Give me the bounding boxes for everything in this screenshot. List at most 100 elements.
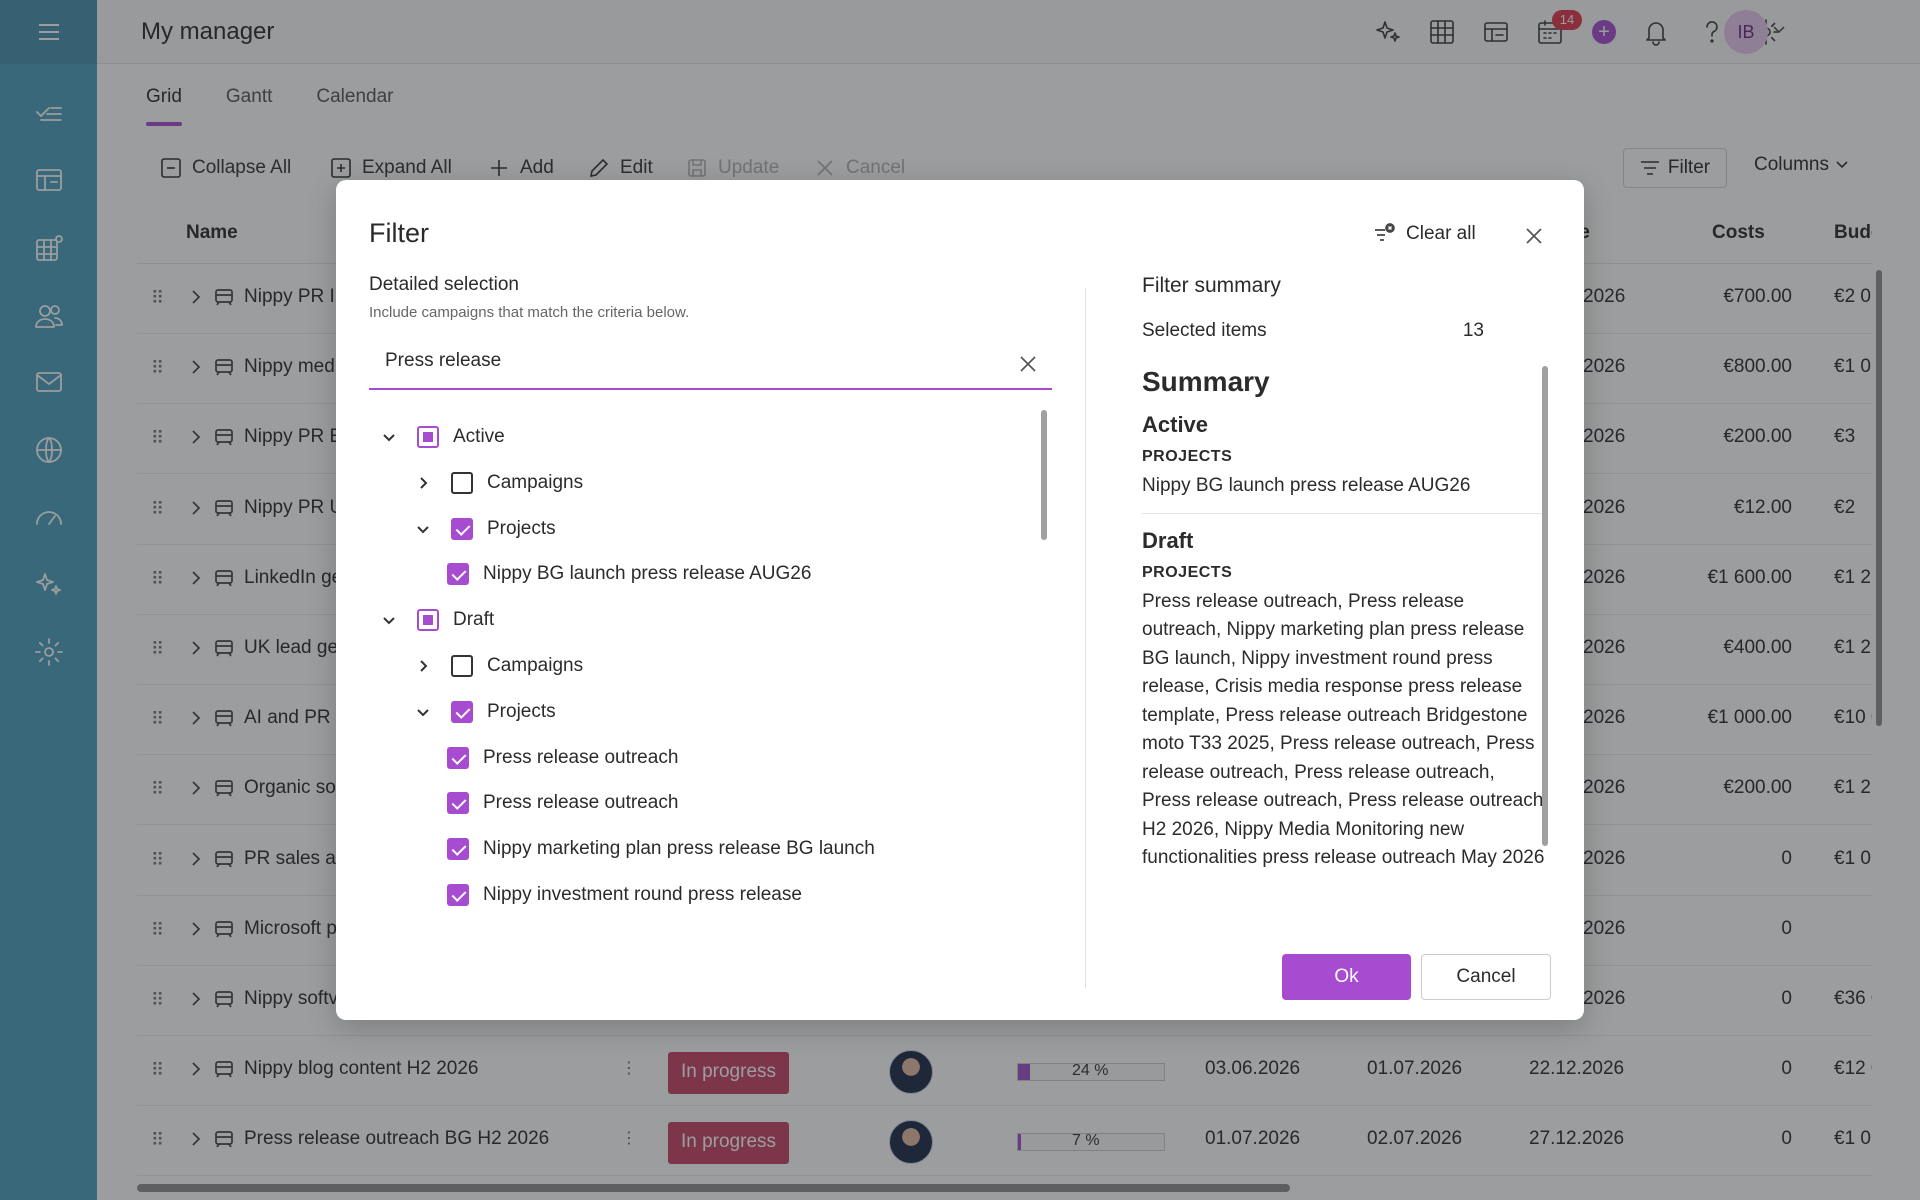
tree-node[interactable]: Nippy BG launch press release AUG26 (447, 558, 811, 590)
drag-handle-icon[interactable]: ⠿ (151, 709, 164, 730)
chevron-right-icon[interactable] (185, 1058, 207, 1086)
drag-handle-icon[interactable]: ⠿ (151, 639, 164, 659)
drag-handle-icon[interactable]: ⠿ (151, 428, 164, 449)
tree-node[interactable]: Campaigns (415, 650, 583, 682)
row-name[interactable]: AI and PR t (244, 707, 342, 729)
row-name[interactable]: Nippy med (244, 356, 335, 378)
filter-search-input[interactable] (385, 350, 985, 372)
notifications-button[interactable] (1640, 16, 1672, 48)
tree-node[interactable]: Press release outreach (447, 742, 678, 774)
chevron-right-icon[interactable] (185, 426, 207, 454)
sidebar-item-ai[interactable] (0, 558, 97, 610)
tab-gantt[interactable]: Gantt (225, 86, 273, 107)
drag-handle-icon[interactable]: ⠿ (151, 498, 164, 519)
add-button[interactable]: Add (488, 152, 554, 184)
row-menu-icon[interactable]: ⋮ (621, 1060, 637, 1078)
tree-checkbox[interactable] (451, 471, 473, 494)
sidebar-item-globe[interactable] (0, 424, 97, 476)
calendar-button[interactable] (1534, 16, 1566, 48)
chevron-down-icon[interactable] (381, 612, 397, 628)
chevron-down-icon[interactable] (415, 704, 431, 720)
tree-checkbox[interactable] (417, 609, 439, 632)
tree-scrollbar[interactable] (1041, 410, 1047, 540)
tree-checkbox[interactable] (451, 517, 473, 540)
grid-horizontal-scrollbar[interactable] (137, 1184, 1290, 1192)
drag-handle-icon[interactable]: ⠿ (151, 1060, 164, 1081)
dialog-close-button[interactable] (1520, 222, 1548, 250)
collapse-all-button[interactable]: Collapse All (160, 152, 291, 184)
columns-dropdown[interactable]: Columns (1754, 154, 1849, 176)
grid-vertical-scrollbar[interactable] (1876, 270, 1882, 726)
column-header-costs[interactable]: Costs (1712, 222, 1765, 243)
chevron-right-icon[interactable] (185, 637, 207, 665)
row-name[interactable]: Nippy PR E (244, 426, 343, 448)
summary-scrollbar[interactable] (1542, 366, 1548, 846)
chevron-right-icon[interactable] (185, 1128, 207, 1156)
sidebar-item-portfolio[interactable] (0, 222, 97, 274)
drag-handle-icon[interactable]: ⠿ (151, 358, 164, 379)
drag-handle-icon[interactable]: ⠿ (151, 919, 164, 940)
ai-assistant-button[interactable] (1372, 16, 1404, 48)
drag-handle-icon[interactable]: ⠿ (151, 849, 164, 870)
chevron-right-icon[interactable] (185, 567, 207, 595)
tree-node[interactable]: Nippy investment round press release (447, 879, 802, 911)
chevron-right-icon[interactable] (185, 918, 207, 946)
sidebar-item-mail[interactable] (0, 356, 97, 408)
chevron-right-icon[interactable] (185, 848, 207, 876)
chevron-right-icon[interactable] (185, 356, 207, 384)
row-name[interactable]: Nippy PR U (244, 496, 344, 518)
tree-checkbox[interactable] (447, 746, 469, 769)
row-menu-icon[interactable]: ⋮ (621, 1130, 637, 1148)
table-row[interactable]: ⠿ Nippy softv 2026 0 €36 0 (137, 966, 1872, 1036)
chevron-right-icon[interactable] (415, 475, 431, 491)
chevron-right-icon[interactable] (415, 658, 431, 674)
chevron-right-icon[interactable] (185, 777, 207, 805)
drag-handle-icon[interactable]: ⠿ (151, 1130, 164, 1151)
clear-search-button[interactable] (1016, 352, 1040, 376)
tree-node[interactable]: Nippy marketing plan press release BG la… (447, 833, 875, 865)
edit-button[interactable]: Edit (588, 152, 653, 184)
tree-checkbox[interactable] (417, 426, 439, 448)
drag-handle-icon[interactable]: ⠿ (151, 779, 164, 800)
menu-toggle-button[interactable] (0, 0, 97, 64)
update-button[interactable]: Update (686, 152, 779, 184)
column-header-budget[interactable]: Budg (1834, 222, 1872, 243)
cancel-edit-button[interactable]: Cancel (814, 152, 905, 184)
tab-grid[interactable]: Grid (146, 86, 182, 126)
row-name[interactable]: Press release outreach BG H2 2026 (244, 1128, 550, 1150)
tree-checkbox[interactable] (447, 792, 469, 815)
tree-node[interactable]: Draft (381, 604, 494, 636)
sidebar-item-settings[interactable] (0, 626, 97, 678)
user-avatar[interactable]: IB (1724, 10, 1768, 54)
tree-node[interactable]: Active (381, 421, 505, 453)
row-name[interactable]: LinkedIn ge (244, 566, 343, 588)
chevron-right-icon[interactable] (185, 286, 207, 314)
tree-checkbox[interactable] (447, 838, 469, 861)
clear-all-button[interactable]: Clear all (1372, 222, 1476, 246)
table-row[interactable]: ⠿ Organic so 2026 €200.00 €1 2 (137, 755, 1872, 826)
drag-handle-icon[interactable]: ⠿ (151, 990, 164, 1010)
tree-checkbox[interactable] (451, 655, 473, 677)
row-name[interactable]: Nippy PR In (244, 286, 346, 307)
tree-checkbox[interactable] (447, 884, 469, 906)
tree-node[interactable]: Projects (415, 696, 556, 728)
grid-view-button[interactable] (1426, 16, 1458, 48)
table-row[interactable]: ⠿ Press release outreach BG H2 2026 ⋮ In pr… (137, 1106, 1872, 1177)
sidebar-item-performance[interactable] (0, 490, 97, 542)
tab-calendar[interactable]: Calendar (316, 86, 394, 107)
tree-node[interactable]: Press release outreach (447, 787, 678, 819)
row-name[interactable]: Nippy softv (244, 988, 338, 1009)
column-header-name[interactable]: Name (186, 222, 238, 243)
tree-checkbox[interactable] (447, 563, 469, 586)
row-name[interactable]: UK lead ge (244, 637, 339, 658)
quick-add-button[interactable]: + (1592, 20, 1616, 44)
sidebar-item-dashboard[interactable] (0, 154, 97, 206)
expand-all-button[interactable]: Expand All (330, 152, 452, 184)
drag-handle-icon[interactable]: ⠿ (151, 288, 164, 308)
table-edit-button[interactable] (1480, 16, 1512, 48)
chevron-right-icon[interactable] (185, 707, 207, 735)
cancel-button[interactable]: Cancel (1421, 954, 1551, 1000)
ok-button[interactable]: Ok (1282, 954, 1411, 1000)
chevron-down-icon[interactable] (415, 521, 431, 537)
row-name[interactable]: Organic so (244, 777, 336, 799)
